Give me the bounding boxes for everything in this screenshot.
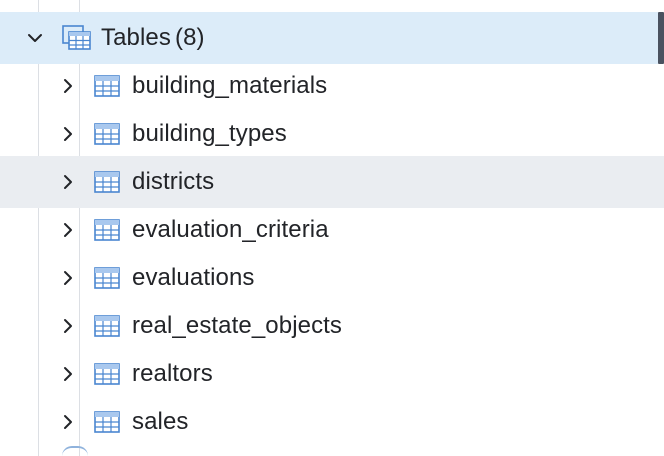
tree-node-tables[interactable]: Tables (8) xyxy=(0,12,658,64)
tree-node-table[interactable]: districts xyxy=(0,156,664,208)
tree-node-table[interactable]: real_estate_objects xyxy=(0,302,664,350)
chevron-right-icon[interactable] xyxy=(60,270,76,286)
chevron-right-icon[interactable] xyxy=(60,174,76,190)
tree-guide-line xyxy=(79,0,80,456)
tree-node-label: building_types xyxy=(132,120,287,147)
table-icon xyxy=(94,171,120,193)
tree-node-label: evaluations xyxy=(132,264,255,291)
table-icon xyxy=(94,267,120,289)
chevron-right-icon[interactable] xyxy=(60,366,76,382)
table-icon xyxy=(94,219,120,241)
table-icon xyxy=(94,315,120,337)
tables-label: Tables xyxy=(101,24,171,51)
chevron-right-icon[interactable] xyxy=(60,414,76,430)
table-icon xyxy=(94,411,120,433)
tree-node-table[interactable]: evaluation_criteria xyxy=(0,206,664,254)
tree-node-table[interactable]: building_types xyxy=(0,110,664,158)
tree-node-table[interactable]: sales xyxy=(0,398,664,446)
tree-node-label: real_estate_objects xyxy=(132,312,343,339)
tree-node-table[interactable]: building_materials xyxy=(0,62,664,110)
chevron-down-icon[interactable] xyxy=(27,30,43,46)
tree-node-label: sales xyxy=(132,408,189,435)
tree-node-label: realtors xyxy=(132,360,213,387)
chevron-right-icon[interactable] xyxy=(60,126,76,142)
tree-node-table[interactable]: realtors xyxy=(0,350,664,398)
chevron-right-icon[interactable] xyxy=(60,78,76,94)
tree-node-label: districts xyxy=(132,168,215,195)
next-node-icon-fragment xyxy=(62,446,88,456)
table-icon xyxy=(94,123,120,145)
tree-node-label: Tables (8) xyxy=(101,24,205,52)
tree-node-label: building_materials xyxy=(132,72,328,99)
chevron-right-icon[interactable] xyxy=(60,318,76,334)
tree-node-label: evaluation_criteria xyxy=(132,216,329,243)
chevron-right-icon[interactable] xyxy=(60,222,76,238)
scrollbar-thumb[interactable] xyxy=(658,12,664,64)
tree-guide-line xyxy=(38,0,39,456)
tree-node-table[interactable]: evaluations xyxy=(0,254,664,302)
tables-count: (8) xyxy=(174,24,205,51)
table-icon xyxy=(94,363,120,385)
table-icon xyxy=(94,75,120,97)
tables-group-icon xyxy=(62,25,92,51)
